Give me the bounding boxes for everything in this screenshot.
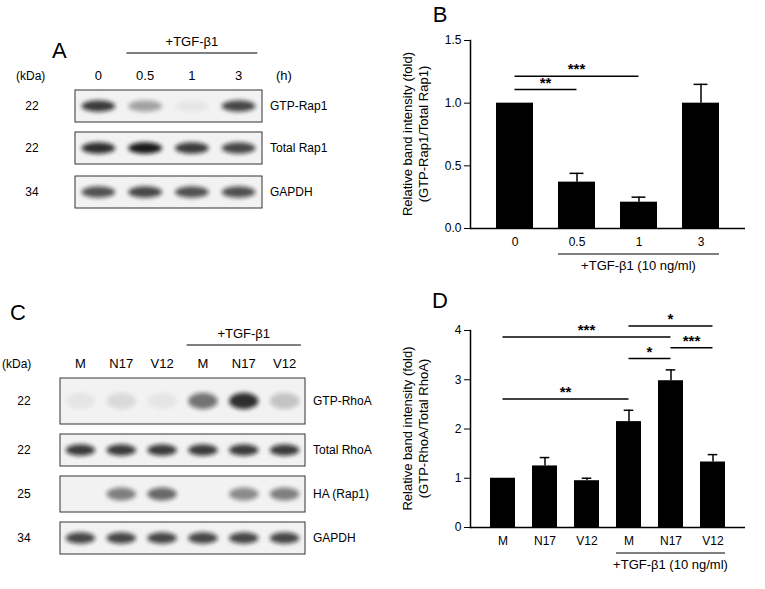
svg-text:Relative band intensity (fold): Relative band intensity (fold)(GTP-Rap1/… xyxy=(400,52,431,216)
svg-text:*: * xyxy=(647,343,653,360)
svg-text:V12: V12 xyxy=(576,534,598,548)
svg-text:V12: V12 xyxy=(702,534,724,548)
svg-text:34: 34 xyxy=(17,531,31,545)
svg-text:25: 25 xyxy=(17,487,31,501)
svg-text:1.0: 1.0 xyxy=(445,96,462,110)
svg-text:0.5: 0.5 xyxy=(136,68,154,83)
svg-text:C: C xyxy=(10,300,26,325)
svg-text:HA (Rap1): HA (Rap1) xyxy=(313,487,369,501)
svg-text:V12: V12 xyxy=(273,356,296,371)
svg-text:A: A xyxy=(52,38,67,63)
svg-text:M: M xyxy=(197,356,208,371)
svg-text:+TGF-β1: +TGF-β1 xyxy=(217,326,270,341)
svg-text:2: 2 xyxy=(455,422,462,436)
svg-text:N17: N17 xyxy=(109,356,133,371)
svg-text:3: 3 xyxy=(455,373,462,387)
svg-text:N17: N17 xyxy=(232,356,256,371)
svg-text:3: 3 xyxy=(698,235,705,249)
svg-text:Total Rap1: Total Rap1 xyxy=(270,141,328,155)
svg-text:0: 0 xyxy=(95,68,102,83)
svg-text:GAPDH: GAPDH xyxy=(313,531,356,545)
svg-text:M: M xyxy=(75,356,86,371)
svg-text:+TGF-β1 (10 ng/ml): +TGF-β1 (10 ng/ml) xyxy=(613,557,728,572)
svg-text:N17: N17 xyxy=(534,534,556,548)
svg-text:Relative band intensity (fold): Relative band intensity (fold)(GTP-RhoA/… xyxy=(400,346,431,510)
svg-text:0.5: 0.5 xyxy=(445,159,462,173)
svg-text:0: 0 xyxy=(512,235,519,249)
svg-text:M: M xyxy=(498,534,508,548)
svg-text:1: 1 xyxy=(636,235,643,249)
svg-text:22: 22 xyxy=(25,141,39,155)
svg-text:(h): (h) xyxy=(276,68,292,83)
svg-text:***: *** xyxy=(578,321,596,338)
svg-text:***: *** xyxy=(568,60,586,77)
svg-text:(kDa): (kDa) xyxy=(2,357,31,371)
svg-text:*: * xyxy=(668,310,674,327)
svg-text:4: 4 xyxy=(455,323,462,337)
svg-text:0.5: 0.5 xyxy=(569,235,586,249)
svg-text:22: 22 xyxy=(25,99,39,113)
svg-text:V12: V12 xyxy=(151,356,174,371)
svg-text:0.0: 0.0 xyxy=(445,221,462,235)
svg-text:D: D xyxy=(432,288,448,313)
svg-text:+TGF-β1 (10 ng/ml): +TGF-β1 (10 ng/ml) xyxy=(581,258,696,273)
svg-text:+TGF-β1: +TGF-β1 xyxy=(166,34,219,49)
svg-text:***: *** xyxy=(683,332,701,349)
svg-text:22: 22 xyxy=(17,443,31,457)
svg-text:GAPDH: GAPDH xyxy=(270,185,313,199)
svg-text:22: 22 xyxy=(17,394,31,408)
svg-text:1: 1 xyxy=(455,471,462,485)
svg-text:1: 1 xyxy=(188,68,195,83)
svg-text:B: B xyxy=(433,2,448,27)
svg-text:(kDa): (kDa) xyxy=(16,69,45,83)
svg-text:**: ** xyxy=(560,383,572,400)
svg-text:M: M xyxy=(624,534,634,548)
svg-text:0: 0 xyxy=(455,520,462,534)
svg-text:3: 3 xyxy=(235,68,242,83)
svg-text:1.5: 1.5 xyxy=(445,33,462,47)
svg-text:Total RhoA: Total RhoA xyxy=(313,443,372,457)
svg-text:N17: N17 xyxy=(660,534,682,548)
svg-text:GTP-Rap1: GTP-Rap1 xyxy=(270,99,328,113)
svg-text:34: 34 xyxy=(25,185,39,199)
svg-text:GTP-RhoA: GTP-RhoA xyxy=(313,394,372,408)
